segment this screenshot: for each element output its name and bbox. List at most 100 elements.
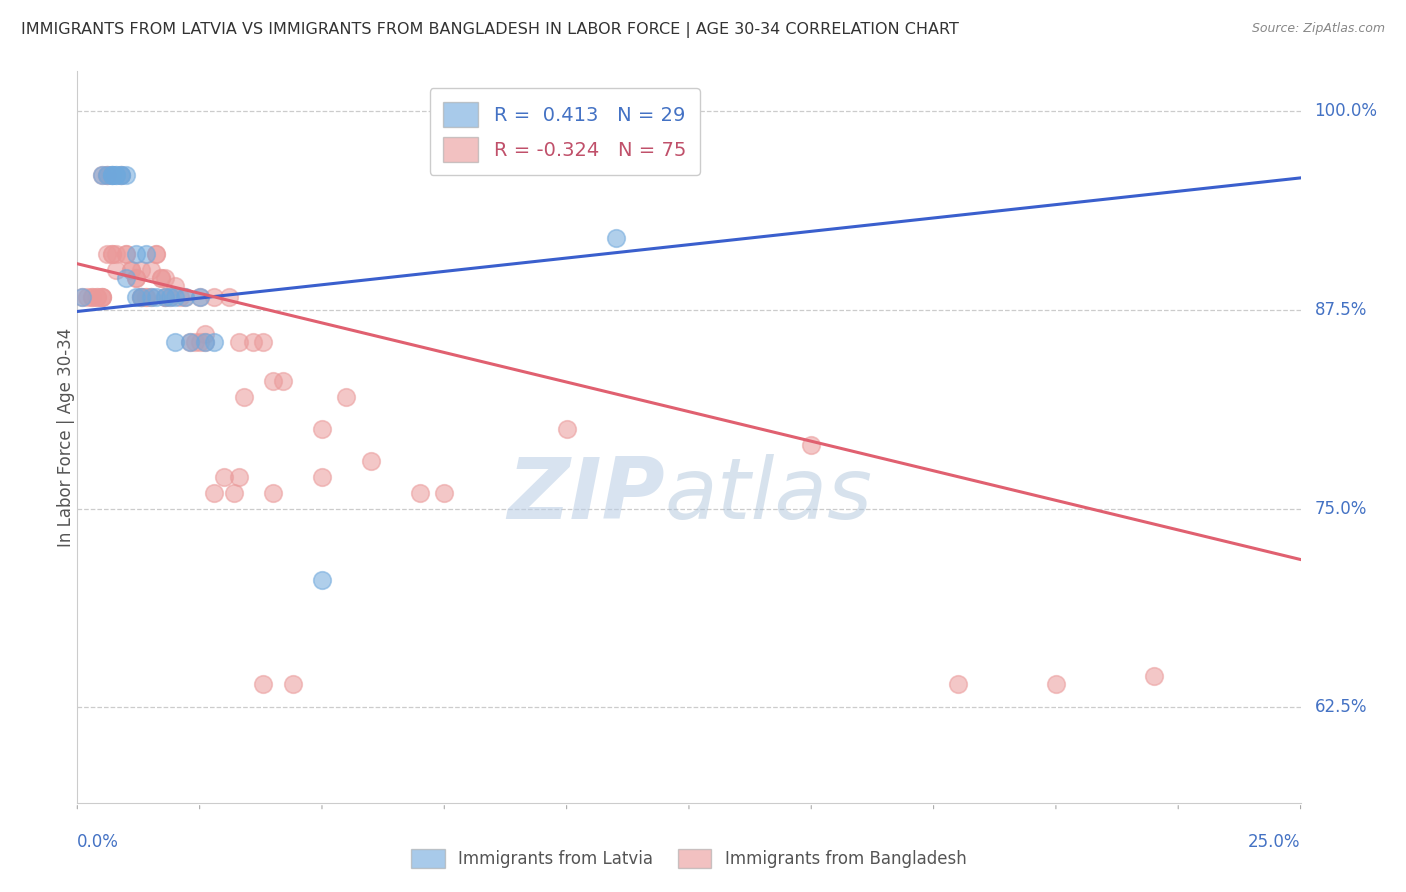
Point [129,263,152,277]
Point [433,485,456,500]
Y-axis label: In Labor Force | Age 30-34: In Labor Force | Age 30-34 [58,327,75,547]
Point [155,290,177,304]
Text: 87.5%: 87.5% [1315,301,1367,318]
Point [105,247,128,261]
Point [188,290,211,304]
Point [311,573,333,587]
Point [115,247,138,261]
Text: 25.0%: 25.0% [1249,833,1301,851]
Point [222,485,245,500]
Point [202,334,225,349]
Point [335,390,357,404]
Point [242,334,264,349]
Point [228,334,250,349]
Point [193,334,215,349]
Point [360,454,382,468]
Point [90,290,112,304]
Text: IMMIGRANTS FROM LATVIA VS IMMIGRANTS FROM BANGLADESH IN LABOR FORCE | AGE 30-34 : IMMIGRANTS FROM LATVIA VS IMMIGRANTS FRO… [21,22,959,38]
Point [90,290,112,304]
Point [281,676,304,690]
Point [86,290,108,304]
Point [139,290,162,304]
Point [90,290,112,304]
Point [115,168,138,182]
Point [262,375,284,389]
Point [139,263,162,277]
Point [232,390,254,404]
Point [193,334,215,349]
Point [110,168,132,182]
Text: 62.5%: 62.5% [1315,698,1367,716]
Point [174,290,197,304]
Point [80,290,103,304]
Text: 0.0%: 0.0% [77,833,120,851]
Point [159,290,181,304]
Point [96,168,118,182]
Point [202,485,225,500]
Point [271,375,294,389]
Point [125,247,148,261]
Point [605,231,627,245]
Point [90,168,112,182]
Text: Source: ZipAtlas.com: Source: ZipAtlas.com [1251,22,1385,36]
Point [129,290,152,304]
Point [100,168,122,182]
Point [155,271,177,285]
Point [149,271,172,285]
Text: 100.0%: 100.0% [1315,102,1378,120]
Point [86,290,108,304]
Point [105,263,128,277]
Point [228,470,250,484]
Point [135,290,157,304]
Point [311,470,333,484]
Point [125,271,148,285]
Point [184,334,207,349]
Point [409,485,432,500]
Point [70,290,93,304]
Point [96,168,118,182]
Point [110,168,132,182]
Legend: Immigrants from Latvia, Immigrants from Bangladesh: Immigrants from Latvia, Immigrants from … [405,842,973,875]
Point [129,290,152,304]
Point [193,326,215,341]
Point [165,334,187,349]
Point [155,290,177,304]
Point [96,168,118,182]
Point [129,290,152,304]
Point [800,438,823,452]
Point [120,263,142,277]
Point [135,290,157,304]
Text: atlas: atlas [665,454,873,537]
Point [155,290,177,304]
Point [115,271,138,285]
Point [145,247,167,261]
Point [139,290,162,304]
Point [135,247,157,261]
Point [129,290,152,304]
Point [100,168,122,182]
Point [110,168,132,182]
Point [120,263,142,277]
Point [1045,676,1067,690]
Point [149,271,172,285]
Point [555,422,578,436]
Point [165,290,187,304]
Point [179,334,201,349]
Point [105,168,128,182]
Text: 75.0%: 75.0% [1315,500,1367,517]
Point [188,290,211,304]
Point [188,334,211,349]
Point [262,485,284,500]
Point [218,290,240,304]
Point [100,247,122,261]
Point [100,168,122,182]
Point [125,290,148,304]
Point [145,290,167,304]
Point [80,290,103,304]
Point [105,168,128,182]
Point [174,290,197,304]
Point [169,290,191,304]
Point [252,334,274,349]
Point [159,290,181,304]
Point [1143,668,1166,682]
